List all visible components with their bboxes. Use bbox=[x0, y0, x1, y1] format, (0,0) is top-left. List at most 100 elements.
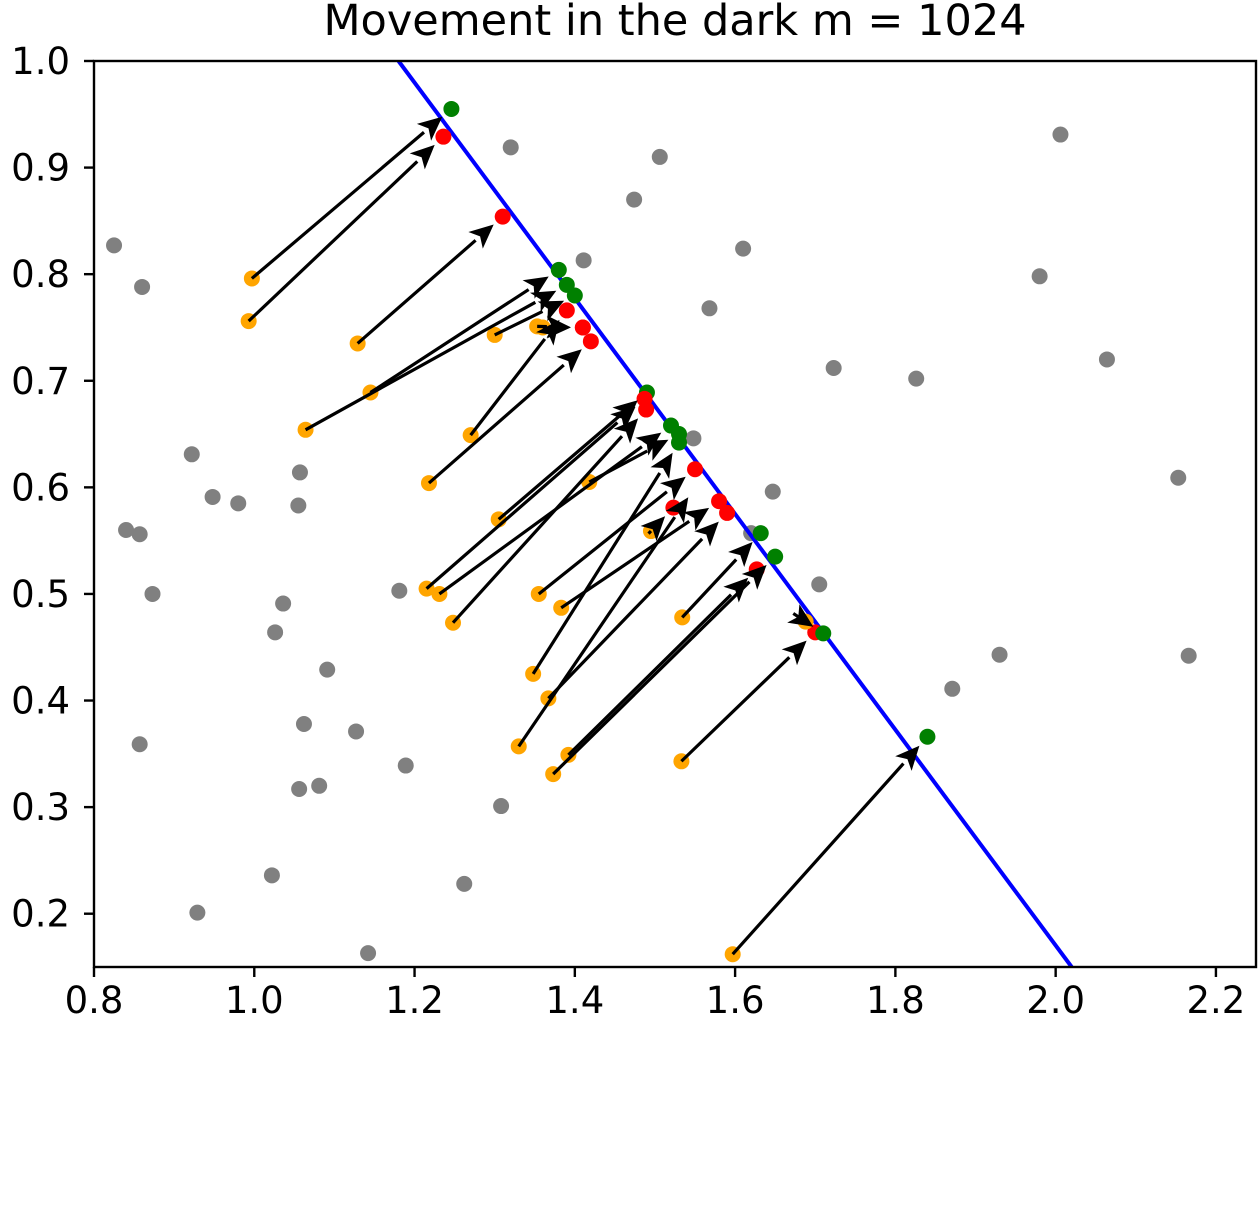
movement-arrow bbox=[731, 745, 920, 956]
gray-point bbox=[908, 370, 925, 387]
arrow-head bbox=[546, 316, 571, 339]
gray-point bbox=[291, 464, 308, 481]
x-tick-label: 1.8 bbox=[866, 979, 925, 1022]
red-point bbox=[435, 128, 452, 145]
gray-point bbox=[575, 252, 592, 269]
arrow-shaft bbox=[537, 490, 668, 596]
arrow-shaft bbox=[356, 239, 477, 345]
y-tick-label: 0.9 bbox=[11, 147, 70, 190]
arrow-shaft bbox=[247, 160, 419, 323]
red-point bbox=[574, 319, 591, 336]
movement-arrow bbox=[787, 604, 814, 627]
gray-point bbox=[295, 715, 312, 732]
movement-arrow bbox=[531, 452, 673, 675]
arrow-head bbox=[665, 497, 689, 524]
arrow-head bbox=[613, 418, 639, 444]
arrow-head bbox=[650, 452, 673, 479]
gray-point bbox=[493, 798, 510, 815]
gray-point bbox=[764, 483, 781, 500]
movement-arrow bbox=[542, 316, 571, 339]
gray-point bbox=[131, 736, 148, 753]
gray-point bbox=[651, 148, 668, 165]
movement-arrow bbox=[560, 507, 710, 610]
movement-arrow bbox=[680, 640, 807, 763]
arrow-head bbox=[537, 300, 565, 322]
movement-arrow bbox=[425, 406, 636, 590]
movement-arrow bbox=[537, 476, 686, 596]
gray-point bbox=[267, 624, 284, 641]
gray-point bbox=[397, 757, 414, 774]
x-tick-label: 1.0 bbox=[225, 979, 284, 1022]
movement-arrow bbox=[469, 319, 560, 437]
gray-point bbox=[348, 723, 365, 740]
movement-arrow bbox=[567, 577, 749, 757]
arrow-shaft bbox=[451, 435, 624, 624]
gray-point bbox=[134, 278, 151, 295]
gray-point bbox=[118, 521, 135, 538]
gray-point bbox=[502, 139, 519, 156]
movement-arrow bbox=[250, 116, 443, 280]
x-tick-label: 0.8 bbox=[65, 979, 124, 1022]
green-point bbox=[566, 287, 583, 304]
y-tick-label: 0.2 bbox=[11, 893, 70, 936]
arrow-head bbox=[642, 439, 669, 461]
movement-arrow bbox=[451, 418, 639, 624]
red-point bbox=[558, 302, 575, 319]
gray-point bbox=[1180, 647, 1197, 664]
gray-point bbox=[391, 582, 408, 599]
arrow-shaft bbox=[567, 593, 733, 757]
green-point bbox=[443, 100, 460, 117]
y-tick-label: 0.6 bbox=[11, 466, 70, 509]
movement-arrow bbox=[369, 276, 549, 394]
x-tick-label: 1.2 bbox=[385, 979, 444, 1022]
arrow-shaft bbox=[493, 309, 544, 337]
arrow-head bbox=[660, 476, 686, 501]
green-point bbox=[815, 625, 832, 642]
gray-point bbox=[189, 904, 206, 921]
red-point bbox=[687, 461, 704, 478]
arrow-shaft bbox=[531, 472, 662, 675]
arrow-shaft bbox=[517, 516, 677, 748]
boundary-line bbox=[396, 61, 1074, 967]
arrow-shaft bbox=[250, 131, 426, 280]
y-tick-label: 0.7 bbox=[11, 360, 70, 403]
gray-point bbox=[319, 661, 336, 678]
gray-point bbox=[626, 191, 643, 208]
movement-arrow bbox=[247, 144, 435, 323]
arrow-head bbox=[728, 542, 753, 567]
arrow-head bbox=[741, 565, 767, 590]
gray-point bbox=[230, 495, 247, 512]
gray-point bbox=[735, 240, 752, 257]
movement-arrow bbox=[681, 542, 753, 619]
gray-point bbox=[991, 646, 1008, 663]
gray-point bbox=[1031, 268, 1048, 285]
red-point bbox=[494, 208, 511, 225]
x-tick-label: 2.0 bbox=[1026, 979, 1085, 1022]
arrow-shaft bbox=[588, 449, 649, 484]
arrow-shaft bbox=[427, 363, 565, 485]
movement-arrow bbox=[427, 349, 582, 485]
arrow-head bbox=[468, 224, 494, 249]
gray-point bbox=[275, 595, 292, 612]
gray-point bbox=[204, 488, 221, 505]
green-point bbox=[550, 261, 567, 278]
gray-point bbox=[701, 300, 718, 317]
gray-point bbox=[1170, 469, 1187, 486]
arrow-head bbox=[723, 577, 749, 603]
arrow-shaft bbox=[680, 656, 791, 763]
gray-point bbox=[263, 867, 280, 884]
arrow-head bbox=[556, 349, 582, 374]
gray-point bbox=[1098, 351, 1115, 368]
green-point bbox=[752, 525, 769, 542]
arrow-shaft bbox=[731, 762, 905, 956]
arrow-head bbox=[683, 507, 710, 531]
y-tick-label: 0.8 bbox=[11, 253, 70, 296]
arrow-shaft bbox=[497, 414, 621, 521]
arrow-head bbox=[694, 521, 719, 547]
arrow-shaft bbox=[552, 580, 751, 776]
arrow-head bbox=[530, 290, 557, 312]
arrow-shaft bbox=[547, 537, 704, 700]
gray-point bbox=[811, 576, 828, 593]
red-point bbox=[711, 493, 728, 510]
arrow-shaft bbox=[647, 529, 653, 535]
